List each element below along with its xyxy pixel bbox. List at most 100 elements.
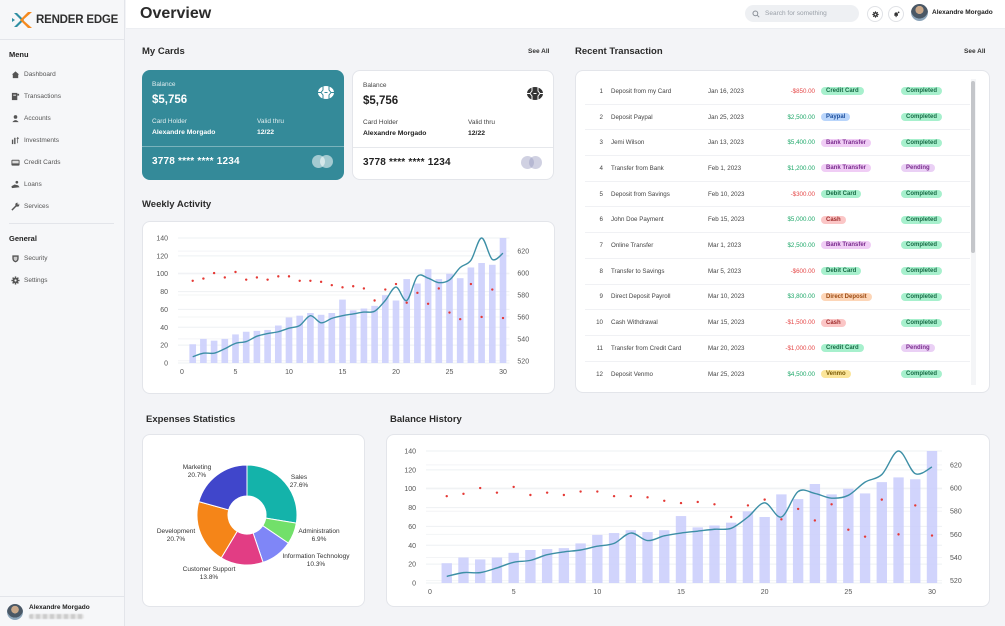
scatter-point (930, 534, 934, 537)
header-user-menu[interactable]: Alexandre Morgado (911, 4, 993, 21)
card-number: 3778 **** **** 1234 (152, 156, 240, 167)
payment-method-badge: Debit Card (821, 267, 862, 276)
transaction-row[interactable]: 2 Deposit Paypal Jan 25, 2023 $2,500.00 Payp… (585, 105, 970, 131)
transaction-row[interactable]: 10 Cash Withdrawal Mar 15, 2023 -$1,500.00 C… (585, 310, 970, 336)
transaction-index: 10 (596, 319, 603, 327)
credit-card-secondary[interactable]: Balance $5,756 Card Holder Alexandre Mor… (352, 70, 554, 180)
transaction-description: Transfer from Bank (611, 164, 664, 172)
card-holder-label: Card Holder (363, 119, 399, 126)
transaction-amount: $4,500.00 (787, 370, 815, 378)
transaction-index: 12 (596, 370, 603, 378)
investment-icon (11, 136, 20, 145)
transaction-row[interactable]: 11 Transfer from Credit Card Mar 20, 2023 -… (585, 336, 970, 362)
top-header: Overview Search for something Alexandre … (126, 0, 1005, 29)
transaction-row[interactable]: 5 Deposit from Savings Feb 10, 2023 -$300.0… (585, 182, 970, 208)
card-divider (353, 147, 553, 148)
transaction-row[interactable]: 8 Transfer to Savings Mar 5, 2023 -$600.00 D… (585, 259, 970, 285)
scatter-point (223, 276, 226, 279)
transaction-row[interactable]: 1 Deposit from my Card Jan 16, 2023 -$850.0… (585, 79, 970, 105)
transaction-method-cell: Direct Deposit (821, 292, 901, 301)
scatter-point (287, 275, 291, 278)
bar (475, 559, 486, 583)
transaction-description: John Doe Payment (611, 216, 664, 224)
bar (414, 283, 421, 363)
bar (189, 344, 197, 363)
bar (317, 314, 325, 363)
payment-method-badge: Cash (821, 215, 846, 224)
transaction-row[interactable]: 7 Online Transfer Mar 1, 2023 $2,500.00 Bank… (585, 233, 970, 259)
bar (709, 525, 720, 583)
transaction-row[interactable]: 3 Jemi Wilson Jan 13, 2023 $5,400.00 Bank Tr… (585, 130, 970, 157)
transaction-index: 3 (599, 139, 603, 147)
pie-slice-label: Customer Support (183, 566, 236, 573)
credit-card-primary[interactable]: Balance $5,756 Card Holder Alexandre Mor… (142, 70, 344, 180)
bar (478, 263, 485, 363)
my-cards-see-all-link[interactable]: See All (528, 48, 550, 55)
bar (508, 552, 519, 583)
scatter-point (763, 498, 766, 501)
bar (826, 494, 837, 583)
settings-button[interactable] (867, 6, 883, 22)
sidebar-item-loans[interactable]: Loans (0, 173, 124, 195)
bar (381, 295, 389, 363)
expenses-statistics-panel: Sales 27.6% Administration 6.9% Information … (142, 434, 365, 607)
scrollbar-thumb[interactable] (971, 81, 975, 253)
sidebar-item-accounts[interactable]: Accounts (0, 107, 124, 129)
bar (675, 516, 687, 583)
transaction-index: 7 (599, 241, 603, 249)
pie-slice (246, 464, 298, 524)
transaction-row[interactable]: 4 Transfer from Bank Feb 1, 2023 $1,200.00 B… (585, 156, 970, 182)
sidebar-item-security[interactable]: Security (0, 247, 124, 269)
scatter-point (255, 276, 259, 279)
bar (893, 477, 904, 583)
bar (742, 511, 754, 583)
transactions-scrollbar[interactable] (971, 79, 976, 385)
transaction-row[interactable]: 6 John Doe Payment Feb 15, 2023 $5,000.00 Ca… (585, 207, 970, 234)
logo-icon (12, 11, 32, 28)
my-cards-title: My Cards (142, 46, 185, 57)
sidebar-item-services[interactable]: Services (0, 195, 124, 217)
scatter-point (813, 519, 817, 522)
bar (435, 279, 443, 363)
y-right-tick-label: 620 (517, 249, 529, 256)
y-left-tick-label: 60 (408, 524, 416, 531)
transaction-row[interactable]: 12 Deposit Venmo Mar 25, 2023 $4,500.00 Venm… (585, 362, 970, 388)
search-input[interactable]: Search for something (745, 5, 859, 22)
sidebar-item-investments[interactable]: Investments (0, 129, 124, 151)
scatter-point (416, 291, 419, 295)
scatter-point (629, 494, 632, 498)
sidebar-item-credit-cards[interactable]: Credit Cards (0, 151, 124, 173)
user-icon (11, 114, 20, 123)
bar (926, 451, 938, 583)
bar (776, 494, 787, 583)
transaction-method-cell: Bank Transfer (821, 138, 901, 147)
transaction-description: Deposit from my Card (611, 87, 672, 95)
pie-slice-label: Development (157, 528, 195, 535)
card-valid-thru: 12/22 (468, 130, 486, 137)
status-badge: Completed (901, 267, 943, 276)
general-heading: General (9, 234, 37, 243)
y-left-tick-label: 20 (408, 562, 416, 569)
brand-logo[interactable]: RENDER EDGE (0, 0, 124, 40)
notifications-button[interactable] (888, 6, 904, 22)
transaction-description: Direct Deposit Payroll (611, 293, 671, 301)
y-right-tick-label: 520 (950, 578, 962, 585)
transaction-date: Mar 1, 2023 (708, 241, 742, 249)
bar (339, 299, 346, 363)
sidebar-user-profile[interactable]: Alexandre Morgado (0, 596, 125, 626)
sidebar-item-dashboard[interactable]: Dashboard (0, 63, 124, 85)
sidebar-item-settings[interactable]: Settings (0, 269, 124, 291)
recent-transactions-see-all-link[interactable]: See All (964, 48, 986, 55)
card-valid-thru: 12/22 (257, 129, 275, 136)
scatter-point (479, 486, 482, 490)
sidebar-item-transactions[interactable]: Transactions (0, 85, 124, 107)
transaction-status-cell: Completed (901, 190, 961, 199)
y-left-tick-label: 60 (160, 307, 168, 314)
card-chip-icon (527, 87, 543, 100)
transaction-row[interactable]: 9 Direct Deposit Payroll Mar 10, 2023 $3,80… (585, 285, 970, 311)
bar (264, 329, 271, 363)
scatter-point (545, 491, 549, 494)
status-badge: Completed (901, 138, 943, 147)
pie-slice-percent: 6.9% (312, 536, 327, 543)
y-right-tick-label: 580 (517, 293, 529, 300)
